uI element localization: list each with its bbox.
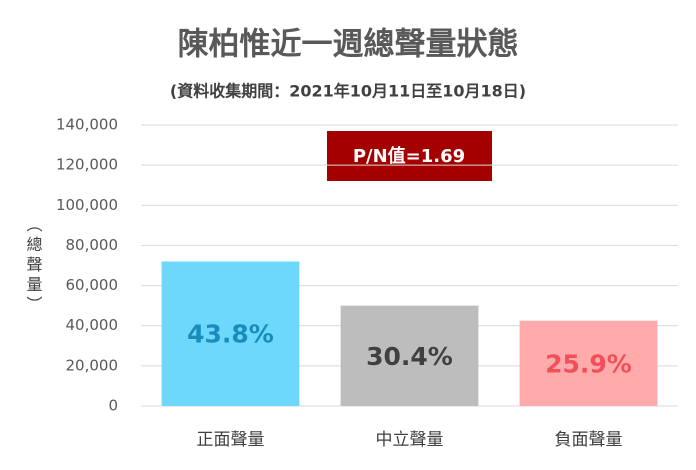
- annotation: P/N值=1.69: [353, 145, 465, 167]
- y-tick-label: 80,000: [66, 236, 119, 254]
- share-label: 30.4%: [366, 342, 453, 371]
- annotation-box: [327, 131, 492, 181]
- y-tick-label: 140,000: [56, 116, 118, 134]
- y-axis-label: （總聲量）: [24, 216, 43, 316]
- y-tick-label: 100,000: [56, 196, 118, 214]
- y-tick-label: 0: [108, 397, 118, 415]
- share-label: 43.8%: [187, 320, 274, 349]
- y-tick-label: 60,000: [66, 276, 119, 294]
- x-tick-label: 正面聲量: [197, 430, 265, 450]
- y-tick-label: 120,000: [56, 156, 118, 174]
- bar: [519, 320, 658, 406]
- chart-title: 陳柏惟近一週總聲量狀態: [178, 27, 519, 63]
- y-tick-label: 40,000: [66, 316, 119, 334]
- chart-subtitle: (資料收集期間：2021年10月11日至10月18日): [170, 82, 526, 101]
- bar: [161, 261, 300, 406]
- share-label: 25.9%: [545, 349, 632, 378]
- x-tick-label: 負面聲量: [555, 430, 623, 450]
- x-tick-label: 中立聲量: [376, 430, 444, 450]
- y-tick-label: 20,000: [66, 356, 119, 374]
- bar: [340, 305, 479, 406]
